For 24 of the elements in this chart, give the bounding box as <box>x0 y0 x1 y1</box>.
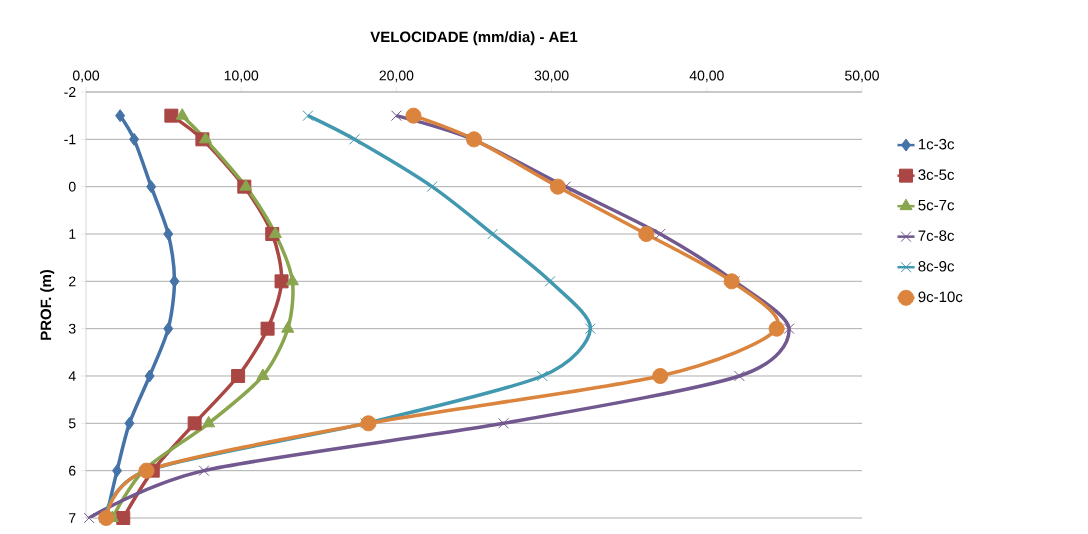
y-axis-title: PROF. (m) <box>40 269 55 340</box>
legend-label: 9c-10c <box>918 291 963 303</box>
x-tick-label: 50,00 <box>845 70 879 83</box>
y-tick-label: 2 <box>69 276 76 287</box>
y-tick-label: 7 <box>69 513 76 523</box>
y-tick-label: 4 <box>68 371 76 381</box>
y-tick-label: 5 <box>68 418 76 429</box>
legend-label: 1c-3c <box>918 138 955 150</box>
y-tick-label: -2 <box>64 87 76 97</box>
y-tick-label: 3 <box>68 323 76 334</box>
x-tick-label: 10,00 <box>224 70 259 83</box>
y-tick-label: 0 <box>68 181 76 192</box>
x-tick-label: 40,00 <box>689 70 724 83</box>
x-tick-label: 0,00 <box>72 70 100 83</box>
y-tick-label: 6 <box>69 465 76 476</box>
y-tick-label: -1 <box>64 134 76 145</box>
legend-label: 7c-8c <box>918 230 955 241</box>
legend-label: 5c-7c <box>918 199 955 211</box>
x-tick-label: 20,00 <box>379 70 414 83</box>
x-tick-label: 30,00 <box>534 70 569 83</box>
chart-title: VELOCIDADE (mm/dia) - AE1 <box>370 31 578 46</box>
legend-label: 3c-5c <box>918 169 955 180</box>
legend-label: 8c-9c <box>918 260 955 272</box>
y-tick-label: 1 <box>69 229 76 239</box>
